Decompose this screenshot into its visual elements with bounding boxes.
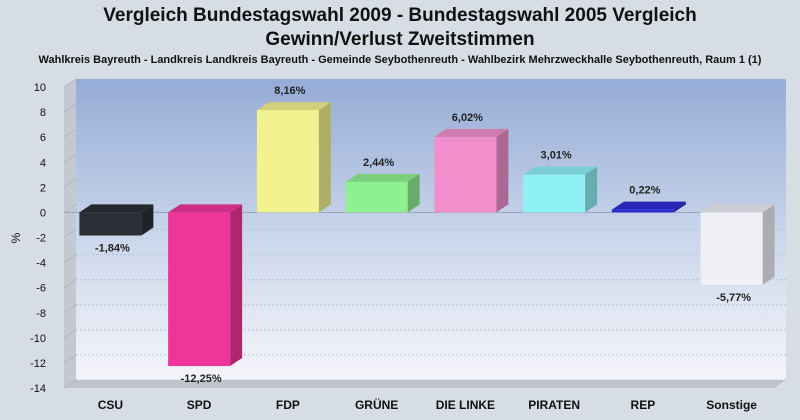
bar-top [79,204,154,213]
chart-title-line1: Vergleich Bundestagswahl 2009 - Bundesta… [103,5,697,26]
x-tick-label: SPD [187,398,212,412]
data-label: -5,77% [716,292,751,304]
bar-fdp [256,102,331,213]
chart-subtitle: Wahlkreis Bayreuth - Landkreis Landkreis… [38,54,762,66]
data-label: 6,02% [452,112,483,124]
bar [523,174,586,213]
bar-top [168,204,243,213]
bar-die-linke [434,128,509,213]
bar-side [673,201,686,213]
bar [611,209,674,213]
bar [434,136,497,213]
bar-side [762,204,775,285]
plot-floor [64,380,786,388]
grid-line-side [63,103,77,113]
y-tick-label: -4 [36,258,46,270]
bar [79,212,142,236]
bar [168,212,231,367]
bar-piraten [523,166,598,213]
grid-line-side [63,153,77,163]
grid-line-side [63,229,77,238]
y-tick-label: 6 [40,132,46,144]
x-tick-label: REP [631,398,656,412]
data-label: -1,84% [95,242,130,254]
bar-side [141,204,154,236]
data-label: 0,22% [629,185,660,197]
data-label: 8,16% [274,85,305,97]
x-tick-label: FDP [276,398,300,412]
bar-side [496,128,509,213]
x-tick-label: DIE LINKE [436,398,495,412]
grid-line-side [63,204,77,213]
data-label: 2,44% [363,157,394,169]
bar-top [700,204,775,213]
grid-line-side [63,379,77,389]
bar-side [318,102,331,213]
bar-top [611,201,686,210]
y-tick-label: 0 [40,207,46,219]
y-axis-label: % [9,232,23,243]
y-tick-label: 8 [40,107,46,119]
x-tick-label: PIRATEN [528,398,580,412]
y-tick-label: -12 [30,358,46,370]
y-tick-label: -10 [30,333,46,345]
grid-line-side [63,354,77,364]
x-tick-label: CSU [98,398,123,412]
y-tick-label: -8 [36,308,46,320]
bar-side [407,173,420,213]
x-tick-label: Sonstige [706,398,757,412]
grid-line-side [63,78,77,88]
grid-line-side [63,178,77,188]
bar-top [523,166,598,175]
bar-csu [79,204,154,236]
grid-line-side [63,279,77,289]
bar-top [345,173,420,182]
grid-line-side [63,128,77,138]
grid-line-side [63,329,77,339]
y-tick-label: 4 [40,157,46,169]
bar [700,212,763,285]
bar-side [230,204,243,367]
bar [256,110,319,213]
bar-top [434,128,509,137]
bar [345,181,408,213]
x-tick-label: GRÜNE [355,397,398,412]
y-tick-label: 10 [34,82,46,94]
bar-rep [611,201,686,213]
bar-spd [168,204,243,367]
bar-side [585,166,598,213]
y-tick-label: -14 [30,383,46,395]
data-label: 3,01% [541,150,572,162]
y-tick-label: -6 [36,283,46,295]
grid-line-side [63,304,77,314]
bar-sonstige [700,204,775,285]
y-tick-label: -2 [36,233,46,245]
chart-title-line2: Gewinn/Verlust Zweitstimmen [265,29,535,50]
data-label: -12,25% [181,373,222,385]
grid-line-side [63,254,77,263]
y-tick-label: 2 [40,182,46,194]
bar-top [256,102,331,111]
bar-grüne [345,173,420,213]
